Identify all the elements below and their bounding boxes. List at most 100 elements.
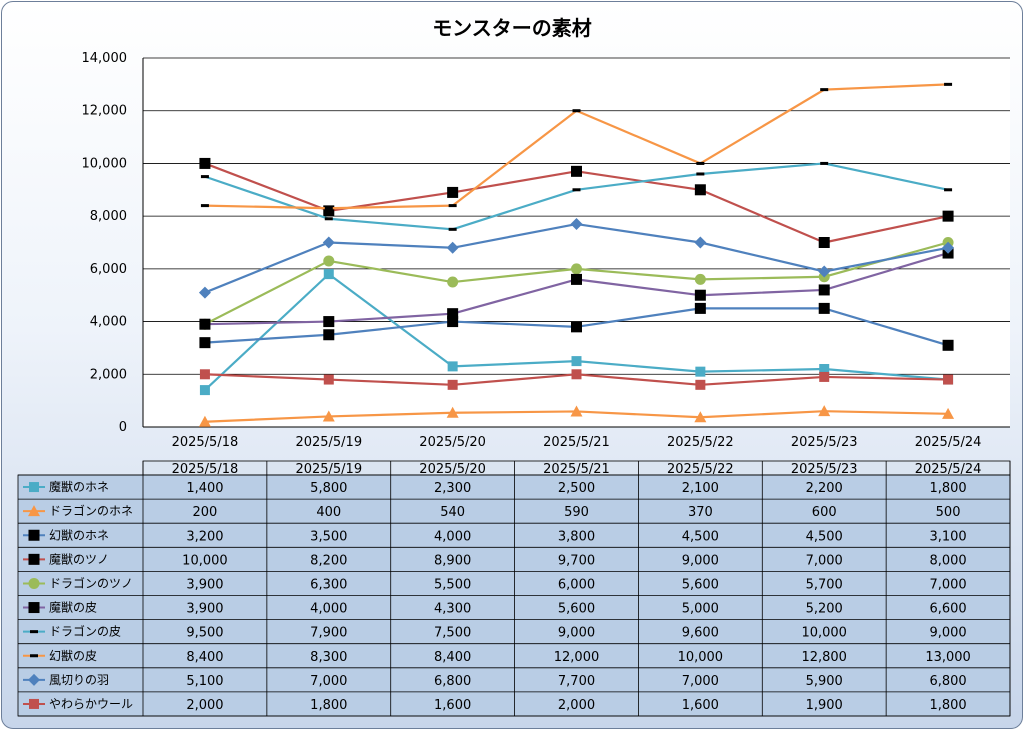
data-cell: 5,600 (558, 602, 595, 617)
x-tick-label: 2025/5/22 (667, 435, 734, 450)
data-cell: 540 (440, 505, 465, 520)
y-tick-label: 10,000 (82, 156, 128, 171)
data-cell: 2,200 (806, 481, 843, 496)
data-cell: 1,600 (434, 698, 471, 713)
legend-label: 幻獣の皮 (49, 649, 97, 663)
table-header-cell: 2025/5/20 (419, 462, 486, 477)
data-cell: 8,400 (186, 650, 223, 665)
table-header-cell: 2025/5/21 (543, 462, 610, 477)
data-point (942, 210, 954, 222)
data-point (571, 273, 582, 285)
data-cell: 8,200 (310, 553, 347, 568)
data-cell: 2,100 (682, 481, 719, 496)
data-cell: 5,800 (310, 481, 347, 496)
data-cell: 2,000 (558, 698, 595, 713)
x-tick-label: 2025/5/21 (543, 435, 610, 450)
data-point (200, 204, 209, 208)
data-point (818, 265, 831, 278)
data-cell: 3,100 (929, 529, 966, 544)
data-point (819, 364, 830, 375)
y-tick-label: 12,000 (82, 104, 128, 119)
data-cell: 8,900 (434, 553, 471, 568)
series-3 (199, 302, 954, 351)
legend-key-6 (23, 602, 45, 614)
legend-key-9 (23, 673, 45, 686)
data-point (447, 379, 458, 390)
data-cell: 7,700 (558, 674, 595, 689)
legend-label: やわらかウール (49, 697, 133, 711)
data-cell: 6,600 (929, 602, 966, 617)
data-cell: 4,500 (806, 529, 843, 544)
table-header-cell: 2025/5/19 (295, 462, 362, 477)
data-cell: 4,300 (434, 602, 471, 617)
data-point (323, 316, 335, 328)
chart-title: モンスターの素材 (432, 16, 592, 40)
data-cell: 1,800 (310, 698, 347, 713)
data-point (28, 602, 40, 614)
data-point (944, 188, 953, 192)
data-point (448, 204, 457, 208)
data-point (694, 236, 707, 249)
data-cell: 5,900 (806, 674, 843, 689)
data-cell: 4,500 (682, 529, 719, 544)
legend-label: ドラゴンのツノ (49, 575, 133, 590)
x-tick-label: 2025/5/24 (915, 435, 982, 450)
data-point (28, 505, 40, 517)
data-point (571, 165, 582, 177)
data-point (572, 188, 581, 192)
data-point (447, 186, 459, 198)
data-point (694, 289, 706, 301)
data-cell: 7,500 (434, 626, 471, 641)
data-point (818, 302, 830, 314)
x-tick-label: 2025/5/18 (172, 435, 239, 450)
data-point (322, 236, 335, 249)
data-cell: 400 (316, 505, 341, 520)
data-cell: 9,500 (186, 626, 223, 641)
data-cell: 1,800 (929, 698, 966, 713)
data-point (942, 407, 955, 419)
data-point (447, 276, 459, 288)
data-point (446, 406, 459, 418)
data-cell: 1,400 (186, 481, 223, 496)
series-10 (199, 369, 954, 390)
data-point (199, 369, 210, 380)
data-cell: 6,300 (310, 577, 347, 592)
data-cell: 7,000 (806, 553, 843, 568)
data-point (324, 206, 333, 210)
data-point (30, 654, 38, 658)
data-cell: 5,700 (806, 577, 843, 592)
series-9 (198, 218, 955, 299)
data-cell: 9,000 (682, 553, 719, 568)
data-point (28, 553, 40, 565)
data-point (323, 205, 335, 217)
data-point (324, 217, 333, 221)
data-cell: 9,000 (558, 626, 595, 641)
legend-label: 魔獣の皮 (49, 600, 97, 615)
data-point (820, 161, 829, 165)
data-point (696, 161, 705, 165)
data-point (942, 339, 954, 351)
data-cell: 2,500 (558, 481, 595, 496)
data-point (571, 321, 582, 333)
data-cell: 7,000 (929, 577, 966, 592)
data-point (942, 241, 955, 254)
legend-key-10 (23, 698, 45, 709)
data-point (199, 337, 211, 349)
x-tick-label: 2025/5/23 (791, 435, 858, 450)
data-point (694, 273, 706, 285)
data-point (198, 286, 211, 299)
data-cell: 3,500 (310, 529, 347, 544)
series-8 (200, 82, 953, 210)
data-point (818, 284, 830, 296)
data-cell: 12,000 (554, 650, 600, 665)
data-point (572, 109, 581, 113)
data-cell: 1,900 (806, 698, 843, 713)
x-tick-label: 2025/5/19 (295, 435, 362, 450)
data-cell: 13,000 (925, 650, 971, 665)
data-cell: 5,500 (434, 577, 471, 592)
x-tick-label: 2025/5/20 (419, 435, 486, 450)
data-cell: 12,800 (801, 650, 847, 665)
data-point (820, 88, 829, 92)
